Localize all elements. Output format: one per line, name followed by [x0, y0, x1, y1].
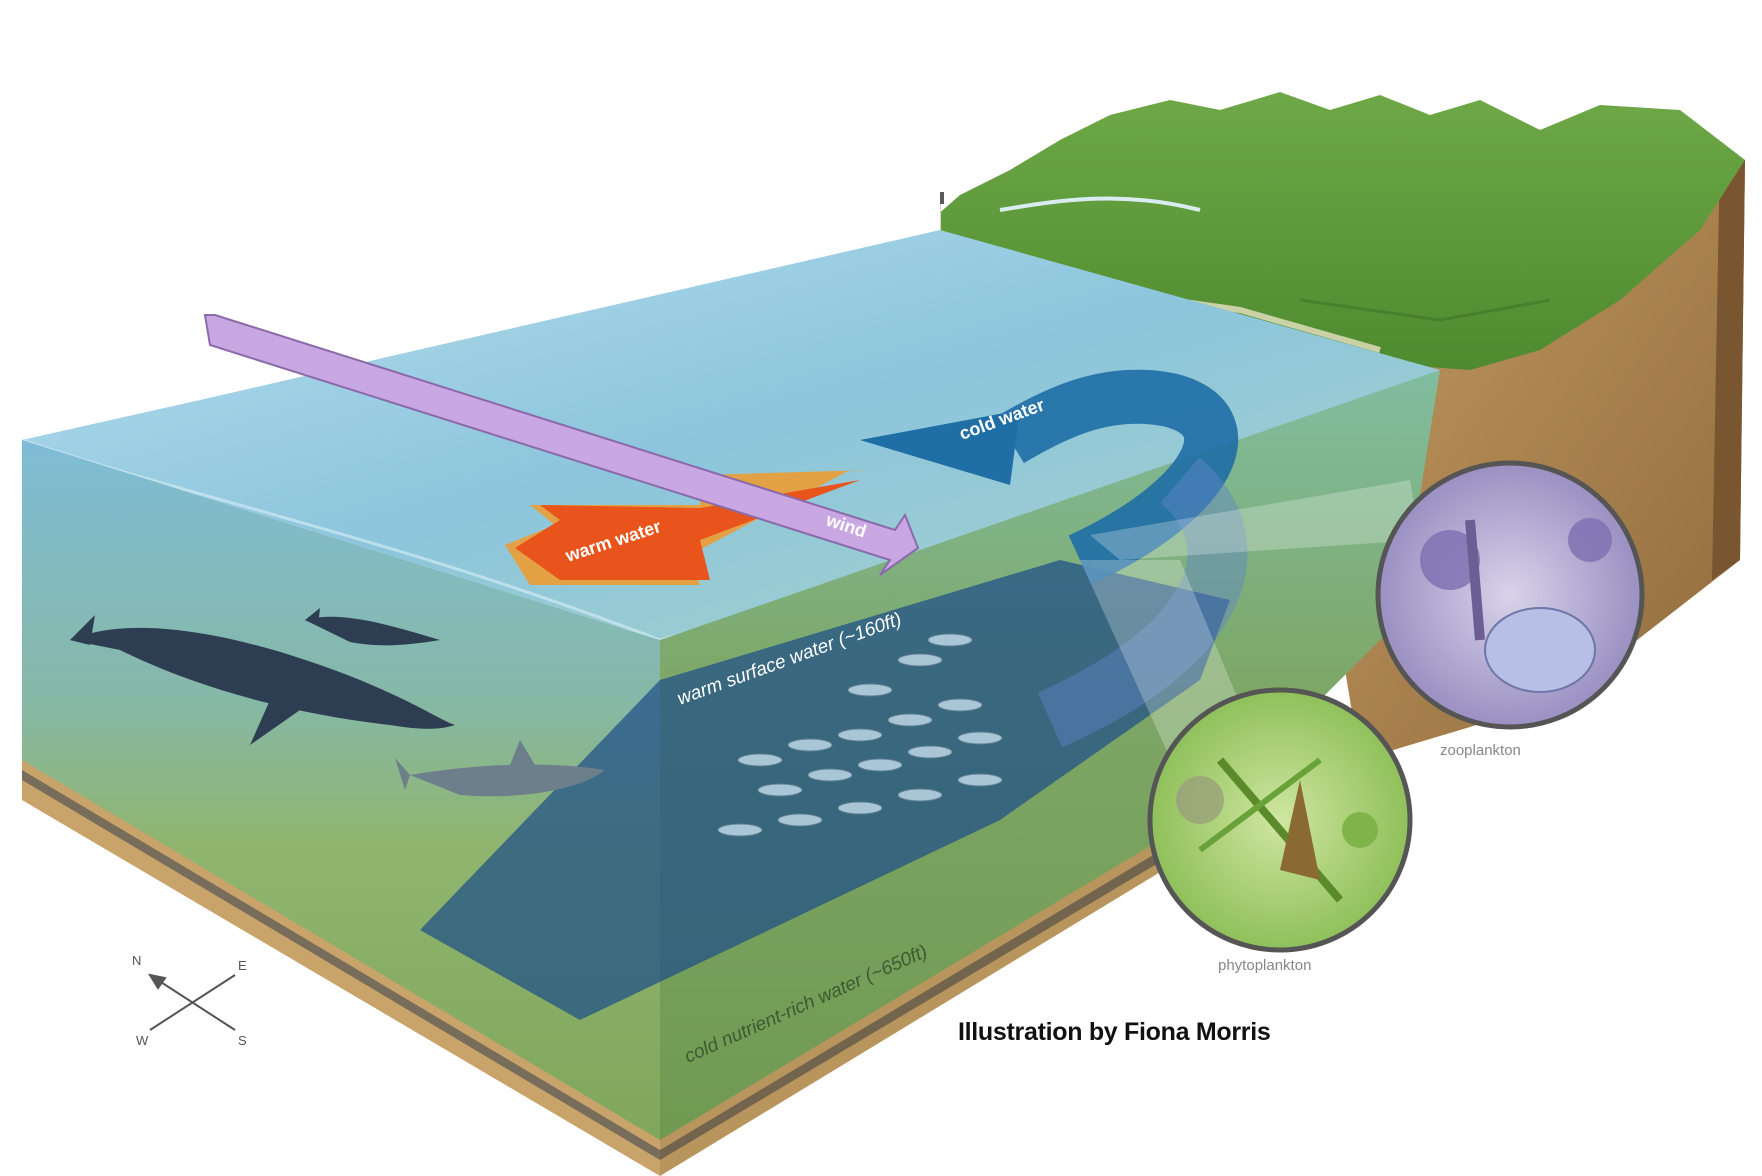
- fish-school: [717, 633, 1003, 837]
- compass-south: S: [238, 1033, 247, 1048]
- shark: [395, 740, 605, 797]
- deep-cold-water: [420, 560, 1230, 1020]
- compass-rose: [147, 973, 236, 1031]
- zooplankton-magnifier: [1090, 460, 1645, 730]
- compass-east: E: [238, 958, 247, 973]
- humpback-whale: [70, 615, 455, 745]
- compass-west: W: [136, 1033, 149, 1048]
- zooplankton-label: zooplankton: [1440, 742, 1521, 759]
- cold-water-arrow: [860, 369, 1248, 748]
- illustration-credit: Illustration by Fiona Morris: [958, 1018, 1271, 1046]
- ocean-cross-section-left: [22, 440, 660, 1170]
- phytoplankton-label: phytoplankton: [1218, 957, 1311, 974]
- whale-calf: [305, 608, 440, 646]
- compass-north: N: [132, 953, 141, 968]
- phytoplankton-magnifier: [1080, 560, 1413, 953]
- wind-arrow: [203, 314, 920, 576]
- seabed-layers: [22, 760, 1180, 1176]
